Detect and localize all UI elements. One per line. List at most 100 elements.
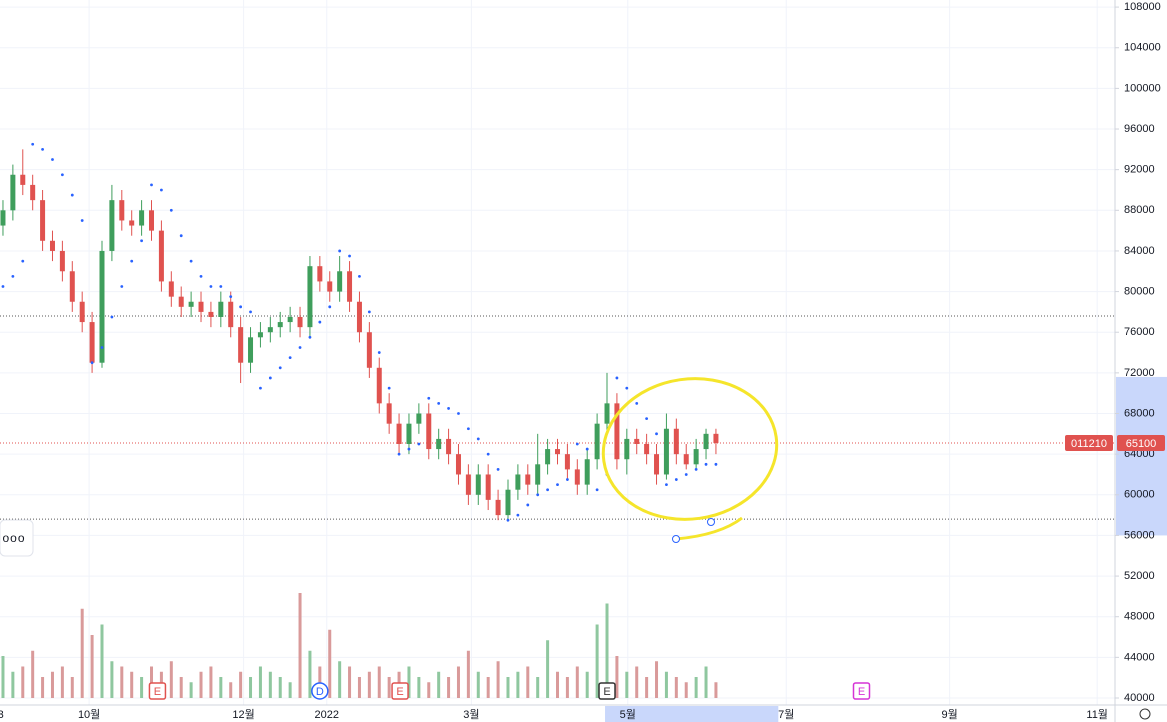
candle-body — [614, 403, 620, 460]
sar-dot — [457, 412, 460, 415]
price-box — [1117, 434, 1165, 451]
y-tick-label: 64000 — [1124, 448, 1155, 460]
y-tick-label: 96000 — [1124, 123, 1155, 135]
sar-dot — [328, 305, 332, 309]
volume-bar — [179, 677, 183, 698]
volume-bar — [219, 677, 223, 698]
grid — [0, 0, 1115, 705]
volume-bar — [1, 656, 5, 698]
volume-bar — [486, 677, 490, 698]
sar-dot — [546, 488, 549, 492]
sar-dot — [318, 320, 322, 324]
y-tick-label: 100000 — [1124, 82, 1161, 94]
sar-dot — [655, 432, 658, 436]
candle-body — [406, 423, 412, 444]
candle-body — [663, 428, 669, 475]
volume-bar — [41, 677, 45, 698]
sar-dot — [516, 513, 520, 517]
volume-bar — [278, 677, 282, 698]
candle-body — [238, 327, 244, 363]
y-tick-label: 52000 — [1124, 570, 1155, 582]
sar-dot — [278, 366, 282, 370]
candle-body — [168, 281, 174, 297]
candle-body — [634, 438, 640, 444]
volume-bar — [714, 682, 718, 698]
volume-bar — [100, 624, 104, 698]
sar-dot — [239, 305, 243, 309]
sar-dot — [189, 259, 193, 263]
candle-body — [495, 499, 501, 516]
candle-body — [505, 489, 511, 516]
sar-dot — [120, 285, 124, 288]
sar-dot — [348, 254, 351, 258]
annotation-handle[interactable] — [707, 518, 715, 526]
y-tick-label: 104000 — [1124, 42, 1161, 54]
candle-body — [693, 449, 699, 465]
y-tick-label: 108000 — [1124, 1, 1161, 13]
x-tick-label: 2022 — [315, 709, 339, 721]
event-marker — [852, 682, 871, 700]
volume-bar — [635, 666, 639, 698]
x-tick-label: 10월 — [78, 708, 100, 721]
volume-bar — [357, 677, 361, 698]
y-tick-label: 68000 — [1124, 407, 1155, 419]
candle-body — [208, 311, 214, 317]
sar-dot — [714, 462, 718, 466]
candle-body — [654, 454, 660, 475]
volume-bar — [140, 677, 144, 698]
candle-body — [109, 200, 115, 251]
annotation-handle[interactable] — [672, 535, 680, 543]
candle-body — [584, 459, 590, 485]
candle-body — [139, 210, 145, 226]
sar-dot — [288, 356, 292, 360]
candle-body — [376, 367, 382, 404]
sar-dot — [70, 193, 74, 197]
candle-body — [475, 474, 481, 495]
sar-dot — [179, 234, 183, 238]
menu-button[interactable] — [0, 519, 34, 557]
candle-body — [79, 301, 85, 323]
y-tick-label: 40000 — [1124, 692, 1155, 704]
sar-dot — [60, 173, 64, 177]
candle-body — [703, 433, 709, 450]
sar-dot — [575, 442, 579, 446]
candle-body — [248, 337, 254, 363]
sar-dot — [169, 208, 173, 212]
candle-body — [149, 210, 155, 231]
sar-dot — [219, 285, 223, 288]
settings-icon[interactable] — [1139, 708, 1151, 720]
x-tick-label: 7월 — [778, 708, 794, 721]
candle-body — [386, 403, 392, 424]
candle-body — [555, 449, 560, 455]
sar-dot — [496, 467, 500, 471]
sar-dot — [11, 274, 15, 278]
menu-label[interactable]: ooo — [2, 531, 25, 545]
volume-bar — [625, 671, 629, 698]
sar-dot — [486, 452, 490, 456]
candle-body — [515, 474, 521, 490]
candle-body — [49, 240, 55, 251]
event-label: E — [396, 686, 403, 698]
volume-bar — [11, 671, 15, 698]
candle-body — [188, 301, 194, 307]
volume-bar — [288, 682, 292, 698]
x-tick-label: 11월 — [1086, 708, 1108, 721]
sar-dot — [417, 442, 421, 446]
sar-dot — [615, 376, 619, 380]
event-marker — [311, 682, 329, 700]
volume-bar — [348, 666, 352, 698]
volume-bar — [526, 666, 530, 698]
volume-bar — [645, 677, 649, 698]
volume-bar — [456, 666, 460, 698]
volume-bar — [328, 629, 332, 698]
volume-bar — [338, 661, 342, 698]
sar-dot — [268, 376, 272, 380]
event-label: E — [858, 686, 865, 698]
volume-bar — [684, 682, 688, 698]
candle-body — [228, 301, 234, 328]
x-tick-label: 8.23 — [0, 709, 4, 721]
sar-dot — [625, 386, 629, 390]
annotation-ellipse — [601, 377, 779, 521]
sar-dot — [466, 427, 470, 431]
